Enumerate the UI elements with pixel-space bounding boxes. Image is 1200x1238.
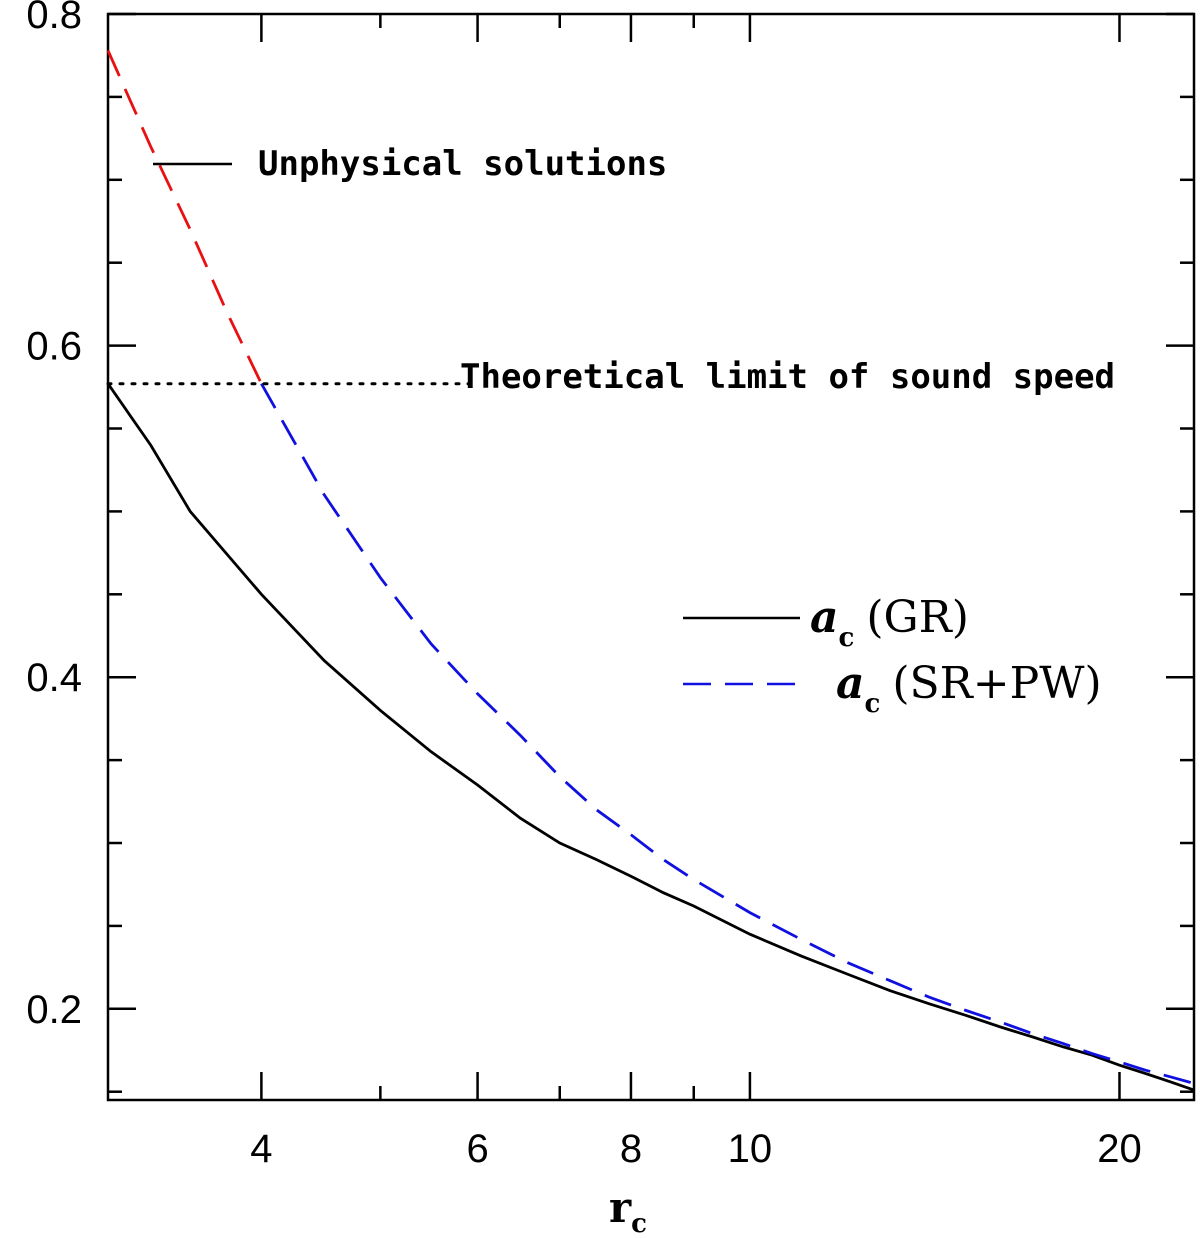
x-tick-label: 4	[250, 1127, 272, 1171]
x-axis-label: rc	[609, 1183, 647, 1238]
axis-tick-labels: 4 6 8 10 20 0.2 0.4 0.6 0.8	[26, 0, 1141, 1171]
series-group	[106, 49, 1195, 1092]
x-tick-label: 6	[466, 1127, 488, 1171]
x-tick-label: 20	[1097, 1127, 1142, 1171]
annotation-unphysical: Unphysical solutions	[258, 144, 667, 184]
series-unphysical-solutions	[106, 49, 263, 385]
y-tick-label: 0.6	[26, 325, 82, 369]
plot-frame	[106, 12, 1196, 1102]
x-tick-label: 8	[620, 1127, 642, 1171]
annotation-theoretical-limit: Theoretical limit of sound speed	[460, 357, 1115, 397]
x-tick-label: 10	[728, 1127, 773, 1171]
y-tick-label: 0.4	[26, 656, 82, 700]
series-a-c-gr	[106, 382, 1195, 1092]
y-tick-label: 0.8	[26, 0, 82, 37]
legend: ac (GR) ac (SR+PW)	[683, 592, 1102, 719]
axis-ticks	[108, 12, 1194, 1100]
y-tick-label: 0.2	[26, 988, 82, 1032]
legend-entry-gr: ac (GR)	[810, 592, 969, 653]
legend-entry-srpw: ac (SR+PW)	[836, 658, 1102, 719]
series-a-c-sr-pw	[260, 383, 1195, 1085]
